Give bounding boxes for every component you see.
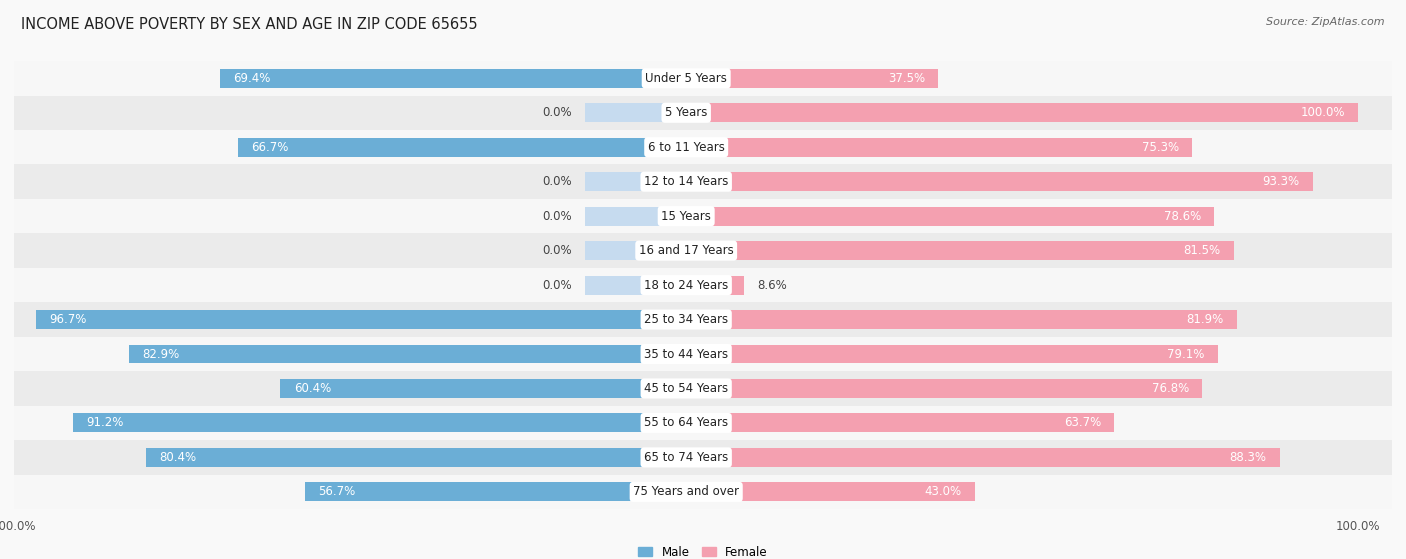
Text: 5 Years: 5 Years [665,106,707,119]
Bar [0,164,1392,199]
Text: 56.7%: 56.7% [319,485,356,499]
Bar [146,448,686,467]
Text: Source: ZipAtlas.com: Source: ZipAtlas.com [1267,17,1385,27]
Bar [686,414,1115,433]
Bar [0,337,1392,371]
Text: 16 and 17 Years: 16 and 17 Years [638,244,734,257]
Bar [686,241,1234,260]
Text: 43.0%: 43.0% [925,485,962,499]
Text: 60.4%: 60.4% [294,382,330,395]
Bar [686,482,976,501]
Text: 82.9%: 82.9% [142,348,180,361]
Bar [686,310,1237,329]
Text: 100.0%: 100.0% [1301,106,1346,119]
Text: 18 to 24 Years: 18 to 24 Years [644,278,728,292]
Bar [280,379,686,398]
Text: 12 to 14 Years: 12 to 14 Years [644,175,728,188]
Bar [686,138,1192,157]
Bar [686,344,1218,363]
Text: 55 to 64 Years: 55 to 64 Years [644,416,728,429]
Bar [686,448,1279,467]
Text: 79.1%: 79.1% [1167,348,1205,361]
Text: Under 5 Years: Under 5 Years [645,72,727,85]
Text: 78.6%: 78.6% [1164,210,1201,222]
Text: 76.8%: 76.8% [1152,382,1189,395]
Text: 75 Years and over: 75 Years and over [633,485,740,499]
Text: 35 to 44 Years: 35 to 44 Years [644,348,728,361]
Bar [0,234,1392,268]
Bar [37,310,686,329]
Bar [686,172,1313,191]
Text: 81.5%: 81.5% [1184,244,1220,257]
Bar [73,414,686,433]
Bar [0,61,1392,96]
Bar [585,103,686,122]
Text: 66.7%: 66.7% [252,141,288,154]
Text: 93.3%: 93.3% [1263,175,1301,188]
Bar [686,69,938,88]
Text: 88.3%: 88.3% [1229,451,1267,464]
Bar [585,241,686,260]
Text: INCOME ABOVE POVERTY BY SEX AND AGE IN ZIP CODE 65655: INCOME ABOVE POVERTY BY SEX AND AGE IN Z… [21,17,478,32]
Text: 15 Years: 15 Years [661,210,711,222]
Text: 6 to 11 Years: 6 to 11 Years [648,141,724,154]
Bar [305,482,686,501]
Bar [686,379,1202,398]
Text: 96.7%: 96.7% [49,313,87,326]
Bar [0,406,1392,440]
Text: 0.0%: 0.0% [543,106,572,119]
Bar [686,207,1215,226]
Text: 69.4%: 69.4% [233,72,270,85]
Bar [585,207,686,226]
Bar [0,199,1392,234]
Bar [0,302,1392,337]
Text: 37.5%: 37.5% [887,72,925,85]
Bar [0,371,1392,406]
Text: 8.6%: 8.6% [758,278,787,292]
Text: 25 to 34 Years: 25 to 34 Years [644,313,728,326]
Text: 0.0%: 0.0% [543,278,572,292]
Bar [0,130,1392,164]
Bar [129,344,686,363]
Text: 0.0%: 0.0% [543,210,572,222]
Text: 63.7%: 63.7% [1064,416,1101,429]
Bar [0,96,1392,130]
Bar [219,69,686,88]
Bar [0,475,1392,509]
Bar [686,276,744,295]
Bar [585,172,686,191]
Text: 65 to 74 Years: 65 to 74 Years [644,451,728,464]
Bar [686,103,1358,122]
Legend: Male, Female: Male, Female [634,541,772,559]
Bar [585,276,686,295]
Text: 0.0%: 0.0% [543,244,572,257]
Bar [238,138,686,157]
Text: 91.2%: 91.2% [87,416,124,429]
Text: 75.3%: 75.3% [1142,141,1178,154]
Bar [0,440,1392,475]
Text: 80.4%: 80.4% [159,451,197,464]
Bar [0,268,1392,302]
Text: 81.9%: 81.9% [1187,313,1223,326]
Text: 45 to 54 Years: 45 to 54 Years [644,382,728,395]
Text: 0.0%: 0.0% [543,175,572,188]
